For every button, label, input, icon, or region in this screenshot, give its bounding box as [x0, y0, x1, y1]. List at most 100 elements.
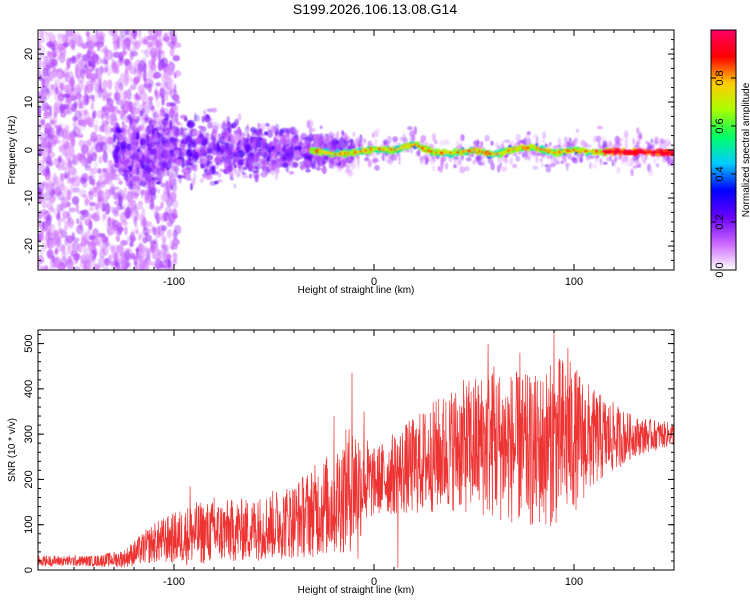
spectrogram-cell [356, 156, 360, 165]
spectrogram-cell [56, 71, 64, 80]
spectrogram-cell [60, 217, 66, 223]
spectrogram-cell [149, 50, 156, 55]
spectrogram-cell [140, 189, 144, 199]
spectrogram-cell [161, 243, 166, 249]
spectrogram-cell [63, 174, 69, 179]
spectrogram-cell [192, 129, 199, 137]
spectrogram-cell [45, 166, 50, 174]
spectrogram-cell [122, 109, 128, 115]
spectrogram-cell [307, 119, 314, 129]
spectrogram-cell [90, 152, 97, 162]
spectrogram-cell [274, 173, 279, 181]
spectrogram-cell [281, 138, 289, 145]
spectrogram-cell [390, 156, 394, 163]
spectrogram-cell [259, 123, 266, 132]
spectrogram-cell [465, 151, 470, 156]
spectrogram-cell [287, 154, 292, 162]
spectrogram-cell [48, 57, 55, 69]
spectrogram-cell [374, 138, 378, 145]
spectrogram-cell [72, 120, 78, 129]
spectrogram-cell [407, 126, 413, 130]
spectrogram-cell [266, 152, 274, 157]
spectrogram-cell [563, 136, 569, 143]
spectrogram-cell [249, 135, 253, 144]
spectrogram-cell [100, 58, 109, 65]
spectrogram-cell [372, 158, 379, 163]
spectrogram-cell [136, 148, 141, 153]
spectrogram-cell [241, 159, 247, 164]
spectrogram-cell [98, 233, 106, 238]
spectrogram-cell [132, 61, 139, 68]
spectrogram-cell [273, 136, 278, 145]
spectrogram-cell [42, 149, 48, 162]
spectrogram-cell [144, 49, 150, 58]
spectrogram-cell [42, 201, 48, 209]
spectrogram-cell [54, 79, 62, 86]
spectrogram-cell [362, 138, 367, 144]
spectrogram-cell [141, 107, 146, 114]
spectrogram-cell [46, 201, 54, 210]
spectrogram-cell [545, 166, 551, 173]
spectrogram-cell [115, 126, 121, 133]
spectrogram-cell [475, 155, 479, 161]
spectrogram-cell [51, 68, 58, 78]
spectrogram-cell [653, 157, 657, 164]
spectrogram-cell [398, 161, 401, 165]
spectrogram-cell [139, 140, 143, 147]
spectrogram-cell [579, 156, 583, 163]
spectrogram-cell [142, 181, 147, 186]
spectrogram-cell [173, 149, 180, 155]
spectrogram-cell [206, 108, 214, 113]
spectrogram-cell [115, 235, 121, 242]
spectrogram-cell [257, 122, 261, 128]
spectrogram-cell [159, 111, 163, 118]
spectrogram-cell [420, 156, 423, 165]
spectrogram-cell [431, 157, 437, 162]
spectrogram-cell [386, 135, 392, 144]
spectrogram-cell [38, 106, 42, 117]
spectrogram-cell [80, 176, 87, 184]
spectrogram-cell [263, 158, 267, 164]
spectrogram-cell [249, 149, 255, 158]
spectrogram-cell [153, 248, 158, 255]
spectrogram-cell [174, 70, 182, 77]
spectrogram-cell [638, 131, 642, 140]
spectrogram-cell [42, 220, 49, 232]
spectrogram-cell [256, 165, 261, 169]
spectrogram-cell [63, 104, 69, 110]
spectrogram-cell [105, 159, 113, 164]
spectrogram-cell [73, 155, 79, 166]
spectrogram-cell [132, 93, 137, 100]
spectrogram-cell [380, 152, 386, 161]
spectrogram-cell [38, 233, 41, 243]
spectrogram-cell [38, 146, 42, 157]
spectrogram-cell [60, 244, 66, 252]
spectrogram-cell [88, 234, 95, 240]
spectrogram-cell [54, 86, 59, 95]
spectrogram-cell [199, 129, 202, 136]
spectrogram-cell [235, 169, 241, 178]
spectrogram-cell [151, 148, 158, 156]
spectrogram-cell [123, 90, 128, 100]
spectrogram-cell [114, 177, 121, 181]
spectrogram-cell [62, 142, 71, 151]
spectrogram-cell [130, 208, 134, 220]
spectrogram-cell [54, 105, 58, 110]
spectrogram-cell [228, 140, 232, 150]
spectrogram-cell [222, 120, 225, 130]
spectrogram-cell [509, 157, 513, 165]
spectrogram-cell [104, 188, 108, 199]
spectrogram-cell [45, 61, 50, 69]
spectrogram-cell [484, 134, 490, 142]
spectrogram-cell [267, 162, 273, 167]
spectrogram-cell [306, 137, 310, 143]
spectrogram-cell [156, 189, 161, 194]
spectrogram-cell [166, 190, 171, 199]
spectrogram-cell [152, 227, 160, 235]
spectrogram-cell [127, 170, 130, 175]
spectrogram-cell [161, 225, 168, 232]
spectrogram-cell [242, 175, 250, 179]
spectrogram-cell [199, 137, 203, 143]
spectrogram-cell [174, 104, 179, 115]
